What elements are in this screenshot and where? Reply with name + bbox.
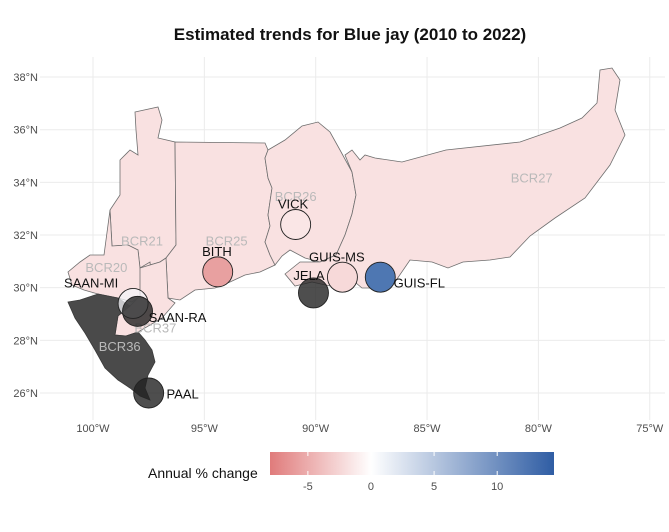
site-label-jela: JELA [293, 268, 324, 283]
legend-colorbar [270, 452, 554, 475]
region-label: BCR25 [206, 234, 248, 249]
x-tick-label: 80°W [525, 423, 553, 435]
site-label-guis-fl: GUIS-FL [394, 276, 445, 291]
map-title: Estimated trends for Blue jay (2010 to 2… [174, 25, 526, 44]
site-marker-guis-ms[interactable] [326, 261, 358, 293]
site-marker-jela[interactable] [298, 277, 329, 309]
region-label: BCR21 [121, 234, 163, 249]
site-label-saan-mi: SAAN-MI [64, 276, 118, 291]
site-marker-saan-ra[interactable] [122, 295, 153, 327]
legend-tick-label: 5 [431, 481, 437, 493]
y-tick-label: 32°N [13, 230, 38, 242]
site-label-vick: VICK [278, 197, 309, 212]
y-tick-label: 30°N [13, 283, 38, 295]
legend-ticks: -5 0 5 10 [303, 452, 503, 493]
site-marker-guis-fl[interactable] [364, 261, 396, 293]
legend-tick-label: 10 [491, 481, 503, 493]
site-label-guis-ms: GUIS-MS [309, 249, 365, 264]
y-tick-label: 34°N [13, 177, 38, 189]
x-tick-label: 90°W [302, 423, 330, 435]
site-label-saan-ra: SAAN-RA [149, 310, 207, 325]
site-labels: SAAN-MI SAAN-RA PAAL BITH VICK GUIS-MS JELA GUI… [64, 197, 445, 402]
legend-tick-label: -5 [303, 481, 313, 493]
x-tick-label: 85°W [414, 423, 442, 435]
y-tick-label: 26°N [13, 388, 38, 400]
site-marker-vick[interactable] [280, 209, 312, 240]
site-marker-bith[interactable] [202, 256, 234, 288]
x-tick-label: 95°W [191, 423, 219, 435]
site-marker-paal[interactable] [133, 377, 165, 409]
region-label: BCR36 [99, 339, 141, 354]
y-tick-label: 38°N [13, 72, 38, 84]
legend-title: Annual % change [148, 465, 258, 481]
y-tick-label: 28°N [13, 335, 38, 347]
region-label: BCR26 [275, 189, 317, 204]
x-tick-label: 75°W [636, 423, 664, 435]
region-label: BCR27 [511, 170, 553, 185]
y-tick-label: 36°N [13, 125, 38, 137]
site-markers[interactable] [117, 209, 396, 409]
site-label-bith: BITH [202, 244, 232, 259]
region-label: BCR20 [85, 260, 127, 275]
legend-tick-label: 0 [368, 481, 374, 493]
site-label-paal: PAAL [166, 386, 198, 401]
x-tick-label: 100°W [76, 423, 110, 435]
color-legend: Annual % change -5 0 5 10 [148, 452, 554, 493]
